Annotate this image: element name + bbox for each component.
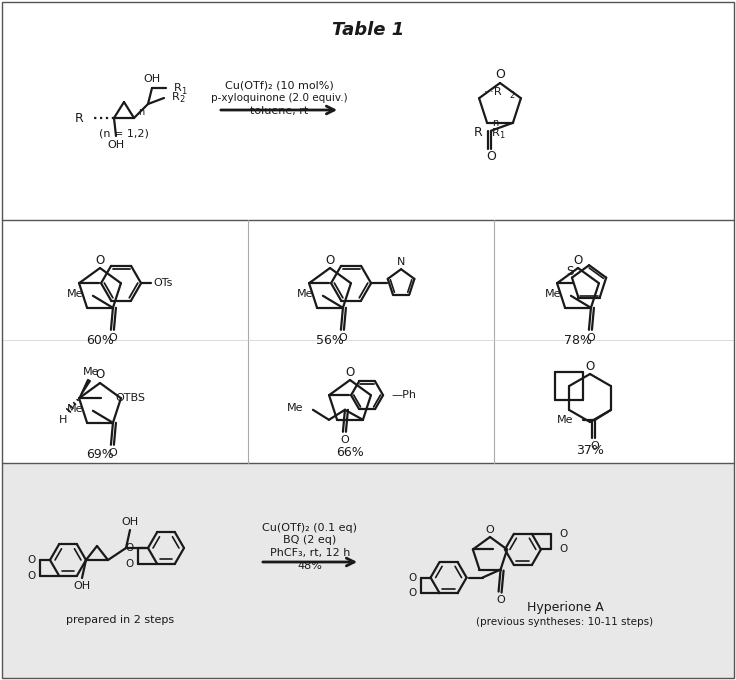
Text: Cu(OTf)₂ (0.1 eq): Cu(OTf)₂ (0.1 eq) — [263, 523, 358, 533]
Text: Me: Me — [66, 289, 83, 299]
Text: OTs: OTs — [153, 278, 172, 288]
Text: O: O — [126, 558, 134, 568]
Text: prepared in 2 steps: prepared in 2 steps — [66, 615, 174, 625]
Text: O: O — [559, 545, 567, 554]
Text: 37%: 37% — [576, 443, 604, 456]
Text: p-xyloquinone (2.0 equiv.): p-xyloquinone (2.0 equiv.) — [210, 93, 347, 103]
Text: Cu(OTf)₂ (10 mol%): Cu(OTf)₂ (10 mol%) — [224, 80, 333, 90]
Text: 48%: 48% — [297, 561, 322, 571]
Text: R: R — [474, 126, 483, 139]
Text: O: O — [408, 588, 417, 598]
Bar — [2, 463, 734, 678]
Text: 60%: 60% — [86, 333, 114, 347]
Text: R: R — [172, 92, 180, 102]
Text: PhCF₃, rt, 12 h: PhCF₃, rt, 12 h — [270, 548, 350, 558]
Text: Hyperione A: Hyperione A — [527, 602, 604, 615]
Text: —Ph: —Ph — [391, 390, 416, 401]
Text: n: n — [138, 107, 144, 117]
Text: OTBS: OTBS — [115, 393, 145, 403]
Text: O: O — [96, 369, 105, 381]
Text: OH: OH — [107, 140, 124, 150]
Text: 2: 2 — [179, 95, 184, 105]
Text: 1: 1 — [499, 131, 504, 140]
Text: O: O — [486, 525, 495, 535]
Text: 78%: 78% — [564, 333, 592, 347]
Text: Me: Me — [557, 415, 574, 425]
Text: H: H — [59, 415, 67, 425]
Text: 69%: 69% — [86, 449, 114, 462]
Text: O: O — [341, 435, 350, 445]
Text: (n = 1,2): (n = 1,2) — [99, 129, 149, 139]
Text: O: O — [339, 333, 347, 343]
Text: O: O — [108, 333, 117, 343]
Text: Me: Me — [545, 289, 561, 299]
Bar — [2, 2, 734, 463]
Text: OH: OH — [144, 74, 160, 84]
Text: O: O — [486, 150, 496, 163]
Text: OH: OH — [121, 517, 138, 527]
Text: 2: 2 — [509, 90, 514, 100]
Text: BQ (2 eq): BQ (2 eq) — [283, 535, 336, 545]
Text: n: n — [492, 118, 498, 128]
Text: Me: Me — [297, 289, 313, 299]
Text: O: O — [587, 333, 595, 343]
Text: O: O — [495, 69, 505, 82]
Text: O: O — [108, 448, 117, 458]
Text: S: S — [566, 265, 573, 278]
Text: O: O — [325, 254, 335, 267]
Text: O: O — [345, 366, 355, 379]
Text: toluene, rt: toluene, rt — [250, 106, 308, 116]
Text: OH: OH — [74, 581, 91, 591]
Polygon shape — [79, 379, 91, 398]
Text: 1: 1 — [181, 86, 186, 95]
Text: R: R — [174, 83, 182, 93]
Text: Me: Me — [83, 367, 99, 377]
Text: Table 1: Table 1 — [332, 21, 404, 39]
Text: O: O — [585, 360, 595, 373]
Text: O: O — [559, 529, 567, 539]
Text: R: R — [75, 112, 84, 124]
Text: N: N — [397, 257, 406, 267]
Text: O: O — [573, 254, 583, 267]
Text: O: O — [126, 543, 134, 553]
Text: O: O — [408, 573, 417, 583]
Text: O: O — [96, 254, 105, 267]
Text: (previous syntheses: 10-11 steps): (previous syntheses: 10-11 steps) — [476, 617, 654, 627]
Text: O: O — [496, 594, 505, 605]
Text: 56%: 56% — [316, 333, 344, 347]
Text: R: R — [492, 128, 500, 138]
Text: ···R: ···R — [484, 87, 503, 97]
Text: 66%: 66% — [336, 445, 364, 458]
Text: O: O — [28, 555, 36, 565]
Text: Me: Me — [66, 404, 83, 414]
Text: O: O — [590, 441, 599, 451]
Text: Me: Me — [286, 403, 303, 413]
Text: O: O — [28, 571, 36, 581]
